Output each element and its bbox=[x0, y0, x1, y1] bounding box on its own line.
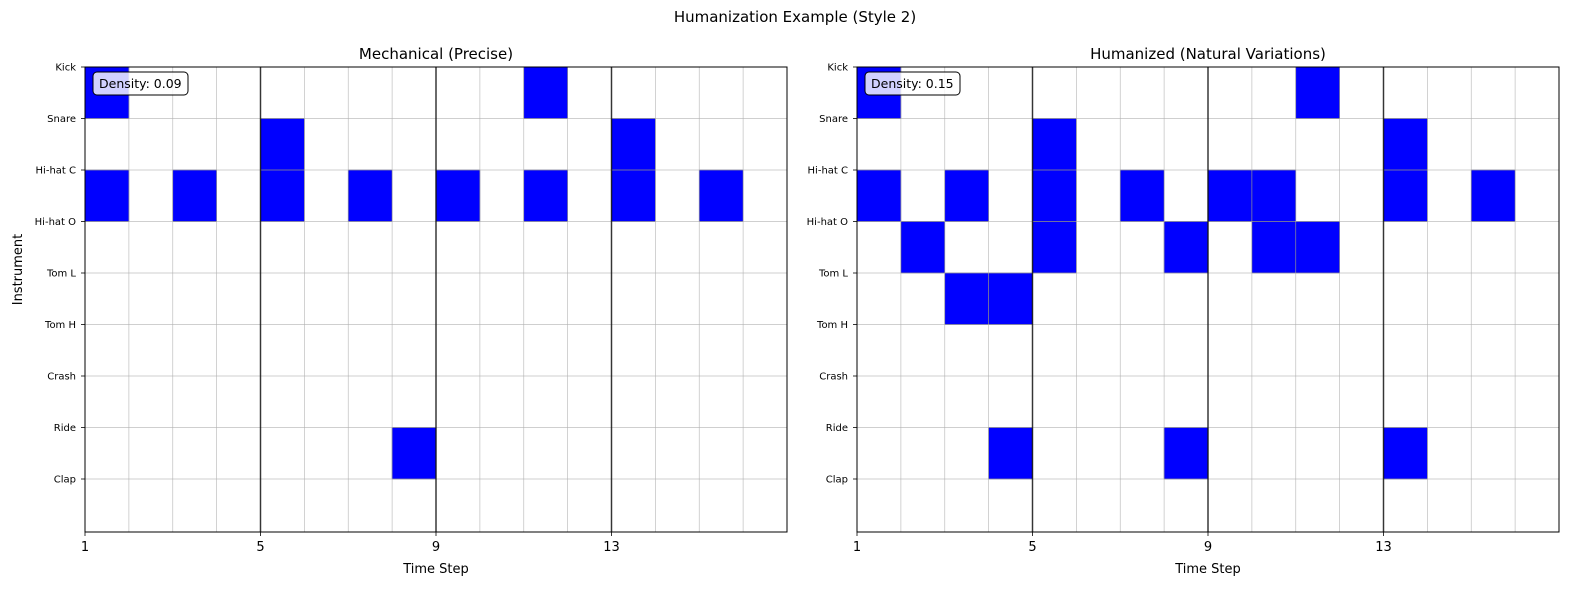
x-tick-label: 5 bbox=[256, 540, 264, 555]
y-tick-label: Crash bbox=[47, 372, 76, 383]
hit-cell bbox=[1032, 118, 1077, 171]
density-label: Density: 0.15 bbox=[871, 76, 954, 91]
y-tick-label: Clap bbox=[826, 475, 848, 486]
hit-cell bbox=[84, 169, 130, 222]
hit-cell bbox=[944, 272, 989, 325]
y-tick-label: Hi-hat O bbox=[35, 217, 76, 228]
hit-cell bbox=[435, 169, 481, 222]
density-box bbox=[92, 71, 189, 96]
y-tick-label: Tom L bbox=[818, 269, 848, 280]
density-label: Density: 0.09 bbox=[99, 76, 182, 91]
hit-cell bbox=[611, 118, 656, 171]
hit-cell bbox=[1383, 427, 1428, 480]
hit-cell bbox=[1470, 169, 1516, 222]
hit-cell bbox=[523, 169, 568, 222]
x-tick-label: 1 bbox=[81, 540, 89, 555]
x-tick-label: 13 bbox=[603, 540, 620, 555]
hit-cell bbox=[1163, 427, 1209, 480]
x-axis-label: Time Step bbox=[402, 562, 469, 577]
hit-cell bbox=[1383, 169, 1428, 222]
hit-cell bbox=[1163, 221, 1209, 274]
hit-cell bbox=[988, 427, 1033, 480]
y-tick-label: Kick bbox=[827, 63, 848, 74]
y-tick-label: Crash bbox=[819, 372, 848, 383]
y-tick-label: Tom L bbox=[46, 269, 76, 280]
hit-cell bbox=[1295, 221, 1340, 274]
hit-cell bbox=[260, 169, 305, 222]
panel-title: Humanized (Natural Variations) bbox=[1090, 45, 1326, 63]
y-axis-label: Instrument bbox=[11, 234, 26, 306]
x-tick-label: 13 bbox=[1375, 540, 1392, 555]
chart-panel-1: Mechanical (Precise) Kick Snare Hi-hat C Hi-… bbox=[11, 45, 788, 577]
hit-cell bbox=[988, 272, 1033, 325]
y-tick-label: Snare bbox=[47, 114, 76, 125]
hit-cell bbox=[1119, 169, 1165, 222]
y-tick-label: Ride bbox=[826, 423, 848, 434]
hit-cell bbox=[856, 169, 902, 222]
hit-cell bbox=[260, 118, 305, 171]
hit-cell bbox=[391, 427, 437, 480]
hit-cell bbox=[900, 221, 946, 274]
hit-cell bbox=[1032, 169, 1077, 222]
hit-cell bbox=[944, 169, 989, 222]
y-tick-label: Hi-hat C bbox=[36, 166, 76, 177]
chart-panel-2: Humanized (Natural Variations) Kick Snare H… bbox=[807, 45, 1560, 577]
hit-cell bbox=[347, 169, 393, 222]
hit-cell bbox=[172, 169, 217, 222]
x-tick-label: 9 bbox=[432, 540, 440, 555]
hit-cell bbox=[1383, 118, 1428, 171]
y-tick-label: Clap bbox=[54, 475, 76, 486]
y-tick-label: Hi-hat O bbox=[807, 217, 848, 228]
y-tick-label: Tom H bbox=[44, 320, 76, 331]
hit-cell bbox=[523, 66, 568, 119]
x-tick-label: 5 bbox=[1028, 540, 1036, 555]
y-tick-label: Snare bbox=[819, 114, 848, 125]
x-axis-label: Time Step bbox=[1174, 562, 1241, 577]
hit-cell bbox=[611, 169, 656, 222]
hit-cell bbox=[1251, 169, 1297, 222]
hit-cell bbox=[698, 169, 744, 222]
density-box bbox=[864, 71, 961, 96]
hit-cell bbox=[1207, 169, 1253, 222]
y-tick-label: Ride bbox=[54, 423, 76, 434]
figure-title: Humanization Example (Style 2) bbox=[673, 8, 917, 26]
hit-cell bbox=[1032, 221, 1077, 274]
y-tick-label: Tom H bbox=[816, 320, 848, 331]
y-tick-label: Kick bbox=[55, 63, 76, 74]
hit-cell bbox=[1295, 66, 1340, 119]
x-tick-label: 9 bbox=[1204, 540, 1212, 555]
x-tick-label: 1 bbox=[853, 540, 861, 555]
y-tick-label: Hi-hat C bbox=[808, 166, 848, 177]
hit-cell bbox=[1251, 221, 1297, 274]
panel-title: Mechanical (Precise) bbox=[359, 45, 513, 63]
